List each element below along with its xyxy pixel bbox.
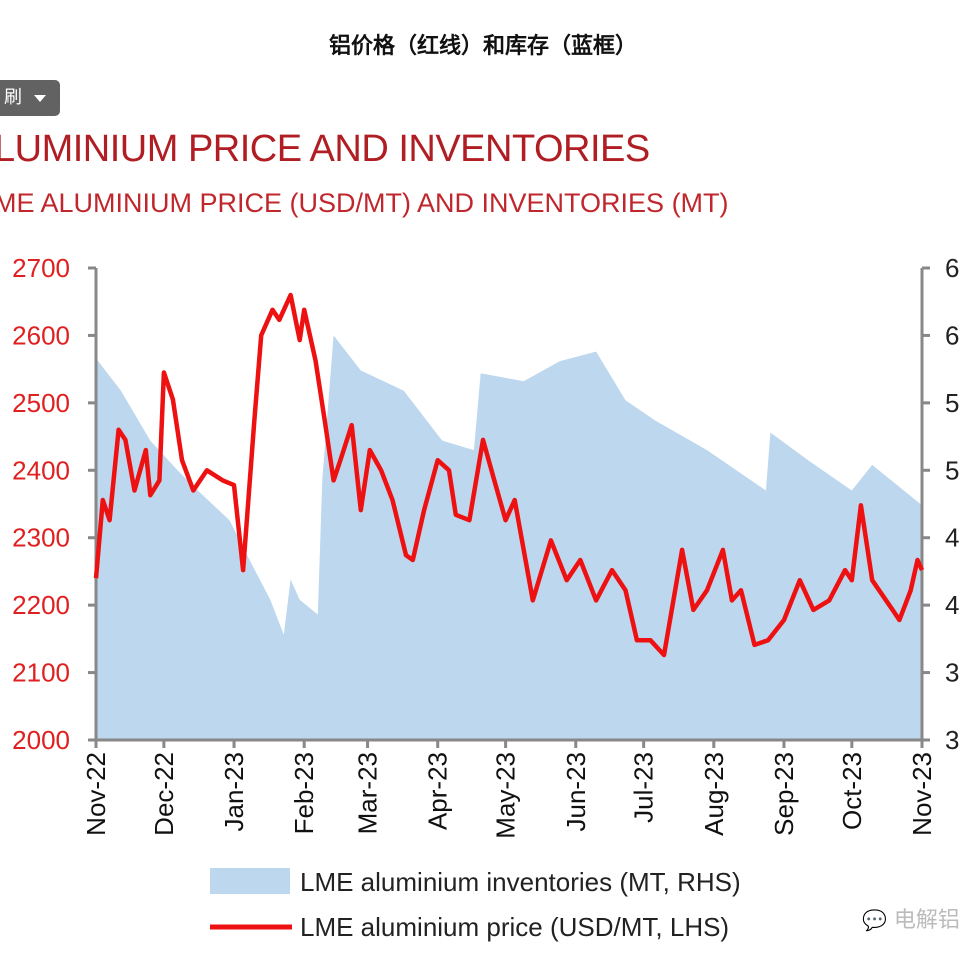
x-tick-label: Feb-23	[289, 752, 319, 834]
x-tick-label: Dec-22	[149, 752, 179, 836]
caption: 铝价格（红线）和库存（蓝框）	[328, 34, 637, 59]
watermark: 💬 电解铝	[862, 902, 960, 934]
x-tick-label: Aug-23	[699, 752, 729, 836]
right-tick-label: 3	[945, 658, 959, 688]
right-tick-label: 3	[945, 725, 959, 755]
x-tick-label: Sep-23	[769, 752, 799, 836]
left-tick-label: 2500	[12, 388, 70, 418]
legend-inventory-swatch	[210, 868, 290, 894]
caret-down-icon	[34, 95, 46, 102]
inventory-area	[96, 335, 922, 740]
overlay-button-label: 刷	[4, 87, 22, 108]
x-tick-label: Nov-22	[81, 752, 111, 836]
x-tick-label: May-23	[491, 752, 521, 839]
right-tick-label: 4	[945, 523, 959, 553]
right-tick-label: 6	[945, 320, 959, 350]
right-tick-label: 5	[945, 455, 959, 485]
chart-subtitle: ME ALUMINIUM PRICE (USD/MT) AND INVENTOR…	[0, 188, 729, 218]
x-tick-label: Mar-23	[353, 752, 383, 834]
x-tick-label: Jan-23	[219, 752, 249, 832]
x-tick-label: Jul-23	[629, 752, 659, 823]
left-tick-label: 2000	[12, 725, 70, 755]
wechat-icon: 💬	[862, 908, 887, 932]
legend-price-label: LME aluminium price (USD/MT, LHS)	[300, 912, 729, 942]
left-tick-label: 2100	[12, 658, 70, 688]
x-tick-label: Nov-23	[907, 752, 937, 836]
left-tick-label: 2600	[12, 320, 70, 350]
x-tick-label: Oct-23	[837, 752, 867, 830]
price-line	[93, 292, 925, 658]
left-tick-label: 2700	[12, 253, 70, 283]
left-tick-label: 2200	[12, 590, 70, 620]
right-tick-label: 6	[945, 253, 959, 283]
legend-inventory-label: LME aluminium inventories (MT, RHS)	[300, 867, 741, 897]
right-tick-label: 4	[945, 590, 959, 620]
right-tick-label: 5	[945, 388, 959, 418]
left-tick-label: 2400	[12, 455, 70, 485]
x-tick-label: Jun-23	[561, 752, 591, 832]
watermark-text: 电解铝	[893, 908, 960, 933]
chart-title: LUMINIUM PRICE AND INVENTORIES	[0, 128, 650, 170]
left-tick-label: 2300	[12, 523, 70, 553]
overlay-dropdown-button[interactable]: 刷	[0, 80, 60, 116]
x-tick-label: Apr-23	[423, 752, 453, 830]
